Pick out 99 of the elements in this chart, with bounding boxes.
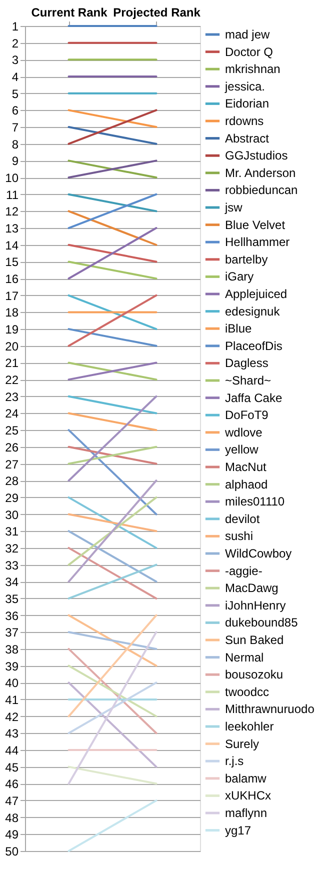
y-tick-label: 35 bbox=[5, 592, 19, 606]
y-tick-label: 30 bbox=[5, 508, 19, 522]
y-tick-label: 29 bbox=[5, 490, 19, 505]
legend-label: -aggie- bbox=[225, 564, 262, 578]
y-tick-label: 33 bbox=[5, 558, 19, 572]
legend-label: iJohnHenry bbox=[225, 598, 286, 612]
x-tick-label: Current Rank bbox=[31, 6, 108, 20]
legend-label: Hellhammer bbox=[225, 235, 290, 250]
legend-label: MacDawg bbox=[225, 581, 278, 596]
legend-label: iBlue bbox=[225, 322, 252, 336]
y-tick-label: 46 bbox=[5, 777, 19, 792]
y-tick-label: 31 bbox=[5, 524, 19, 539]
x-tick-label: Projected Rank bbox=[113, 6, 201, 20]
y-tick-label: 47 bbox=[5, 794, 19, 808]
legend-label: jsw bbox=[224, 200, 243, 214]
legend-label: mkrishnan bbox=[225, 62, 280, 76]
legend-label: maflynn bbox=[225, 806, 268, 820]
legend-label: devilot bbox=[225, 512, 260, 526]
y-tick-label: 7 bbox=[12, 120, 19, 135]
legend-label: dukebound85 bbox=[225, 616, 298, 630]
legend-label: iGary bbox=[225, 270, 254, 284]
y-tick-label: 2 bbox=[12, 36, 19, 50]
y-tick-label: 14 bbox=[5, 238, 19, 252]
legend-label: Sun Baked bbox=[225, 633, 284, 647]
legend-label: Mitthrawnuruodo bbox=[225, 702, 315, 716]
legend-label: twoodcc bbox=[225, 684, 270, 699]
y-tick-label: 38 bbox=[5, 642, 19, 656]
y-tick-label: 42 bbox=[5, 710, 19, 724]
y-tick-label: 21 bbox=[5, 356, 19, 370]
y-tick-label: 9 bbox=[12, 154, 19, 168]
legend-label: bousozoku bbox=[225, 668, 284, 682]
y-tick-label: 32 bbox=[5, 541, 19, 556]
legend-label: DoFoT9 bbox=[225, 408, 269, 422]
y-tick-label: 6 bbox=[12, 104, 19, 118]
y-tick-label: 10 bbox=[5, 171, 19, 186]
y-tick-label: 36 bbox=[5, 608, 19, 623]
legend-label: leekohler bbox=[225, 720, 274, 734]
y-tick-label: 49 bbox=[5, 828, 19, 842]
y-tick-label: 4 bbox=[12, 70, 19, 84]
legend-label: Nermal bbox=[225, 650, 264, 664]
legend-label: alphaod bbox=[225, 477, 268, 492]
y-tick-label: 44 bbox=[5, 743, 19, 758]
legend-label: Mr. Anderson bbox=[225, 166, 296, 180]
legend-label: jessica. bbox=[224, 79, 266, 94]
y-tick-label: 26 bbox=[5, 440, 19, 454]
legend-label: r.j.s bbox=[225, 754, 244, 768]
legend-label: GGJstudios bbox=[225, 148, 288, 163]
y-tick-label: 48 bbox=[5, 810, 19, 825]
legend-label: balamw bbox=[225, 771, 267, 786]
y-tick-label: 40 bbox=[5, 676, 19, 690]
legend-label: Jaffa Cake bbox=[225, 390, 282, 405]
y-tick-label: 41 bbox=[5, 692, 19, 707]
y-tick-label: 27 bbox=[5, 457, 19, 472]
y-tick-label: 5 bbox=[12, 86, 19, 101]
legend-label: WildCowboy bbox=[225, 546, 292, 560]
y-tick-label: 25 bbox=[5, 424, 19, 438]
y-tick-label: 24 bbox=[5, 406, 19, 421]
legend-label: Applejuiced bbox=[225, 287, 288, 301]
y-tick-label: 1 bbox=[12, 20, 19, 34]
y-tick-label: 39 bbox=[5, 659, 19, 674]
y-tick-label: 28 bbox=[5, 474, 19, 488]
legend-label: robbieduncan bbox=[225, 183, 298, 198]
legend-label: Blue Velvet bbox=[225, 218, 286, 232]
y-tick-label: 3 bbox=[12, 53, 19, 68]
legend-label: Doctor Q bbox=[225, 44, 274, 59]
y-tick-label: 16 bbox=[5, 272, 19, 286]
legend-label: yg17 bbox=[225, 823, 252, 838]
legend-label: miles01110 bbox=[225, 494, 285, 509]
legend-label: ~Shard~ bbox=[225, 374, 272, 388]
legend-label: rdowns bbox=[225, 114, 264, 128]
legend-label: mad jew bbox=[225, 28, 270, 42]
legend-label: sushi bbox=[225, 529, 254, 544]
legend-label: bartelby bbox=[225, 252, 268, 266]
y-tick-label: 37 bbox=[5, 626, 19, 640]
y-tick-label: 45 bbox=[5, 760, 19, 774]
legend-label: wdlove bbox=[224, 425, 263, 440]
y-tick-label: 11 bbox=[6, 188, 19, 202]
y-tick-label: 23 bbox=[5, 390, 19, 404]
legend-label: Dagless bbox=[225, 356, 268, 370]
y-tick-label: 13 bbox=[5, 222, 19, 236]
legend-label: edesignuk bbox=[225, 304, 281, 318]
legend-label: PlaceofDis bbox=[225, 338, 282, 353]
legend-label: yellow bbox=[225, 442, 259, 457]
legend-label: xUKHCx bbox=[225, 788, 272, 803]
y-tick-label: 15 bbox=[5, 255, 19, 270]
y-tick-label: 8 bbox=[12, 137, 19, 152]
y-tick-label: 34 bbox=[5, 575, 19, 590]
y-tick-label: 17 bbox=[5, 288, 19, 303]
y-tick-label: 12 bbox=[5, 204, 19, 219]
legend-label: MacNut bbox=[225, 460, 268, 474]
y-tick-label: 18 bbox=[5, 306, 19, 320]
y-tick-label: 20 bbox=[5, 339, 19, 354]
y-tick-label: 43 bbox=[5, 726, 19, 741]
y-tick-label: 19 bbox=[5, 322, 19, 337]
y-tick-label: 50 bbox=[5, 844, 19, 858]
legend-label: Surely bbox=[225, 736, 260, 751]
legend-label: Eidorian bbox=[225, 96, 270, 111]
legend-label: Abstract bbox=[225, 131, 270, 146]
y-tick-label: 22 bbox=[5, 373, 19, 388]
